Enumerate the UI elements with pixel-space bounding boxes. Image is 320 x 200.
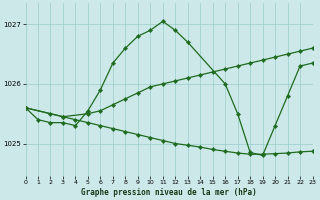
X-axis label: Graphe pression niveau de la mer (hPa): Graphe pression niveau de la mer (hPa) — [81, 188, 257, 197]
